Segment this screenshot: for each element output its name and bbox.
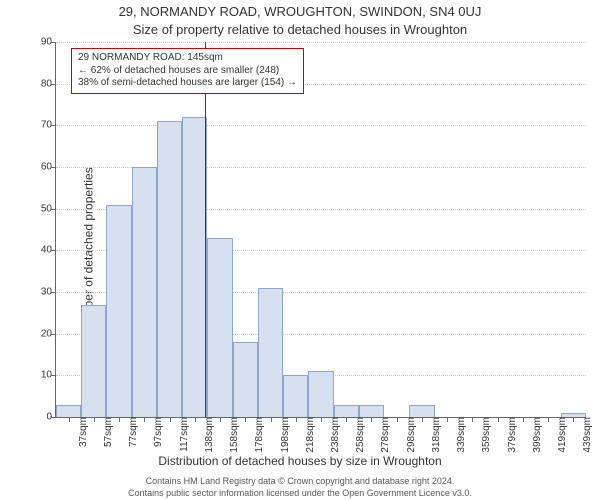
x-tick-label: 77sqm [124, 417, 139, 447]
x-tick-mark [447, 417, 448, 422]
x-tick-mark [523, 417, 524, 422]
histogram-bar [334, 405, 359, 418]
x-tick-mark [69, 417, 70, 422]
x-tick-label: 379sqm [503, 417, 518, 453]
y-tick-label: 0 [46, 412, 56, 423]
x-tick-mark [271, 417, 272, 422]
y-tick-label: 20 [41, 328, 56, 339]
gridline [56, 125, 586, 126]
y-tick-label: 90 [41, 37, 56, 48]
x-tick-label: 178sqm [250, 417, 265, 453]
x-tick-label: 198sqm [276, 417, 291, 453]
x-tick-label: 318sqm [427, 417, 442, 453]
x-tick-mark [296, 417, 297, 422]
x-tick-label: 339sqm [452, 417, 467, 453]
histogram-bar [106, 205, 131, 418]
histogram-bar [283, 375, 308, 417]
x-tick-label: 439sqm [578, 417, 593, 453]
histogram-bar [207, 238, 232, 417]
page-title: 29, NORMANDY ROAD, WROUGHTON, SWINDON, S… [0, 4, 600, 19]
histogram-bar [132, 167, 157, 417]
x-tick-mark [371, 417, 372, 422]
y-tick-label: 10 [41, 370, 56, 381]
y-tick-label: 60 [41, 162, 56, 173]
histogram-bar [182, 117, 207, 417]
annotation-box: 29 NORMANDY ROAD: 145sqm← 62% of detache… [71, 48, 304, 94]
histogram-bar [233, 342, 258, 417]
x-tick-label: 278sqm [376, 417, 391, 453]
x-tick-mark [321, 417, 322, 422]
x-tick-label: 117sqm [175, 417, 190, 452]
histogram-bar [359, 405, 384, 418]
x-tick-mark [220, 417, 221, 422]
footer-line-2: Contains public sector information licen… [0, 488, 600, 498]
histogram-bar [56, 405, 81, 418]
y-tick-label: 50 [41, 203, 56, 214]
x-tick-label: 298sqm [402, 417, 417, 453]
plot-area: 010203040506070809037sqm57sqm77sqm97sqm1… [55, 42, 586, 418]
histogram-bar [258, 288, 283, 417]
x-tick-label: 238sqm [326, 417, 341, 453]
histogram-bar [157, 121, 182, 417]
histogram-bar [409, 405, 434, 418]
x-tick-label: 97sqm [149, 417, 164, 447]
x-tick-label: 399sqm [528, 417, 543, 453]
gridline [56, 42, 586, 43]
x-tick-mark [119, 417, 120, 422]
reference-line [205, 42, 206, 417]
x-tick-label: 218sqm [301, 417, 316, 453]
footer-line-1: Contains HM Land Registry data © Crown c… [0, 476, 600, 486]
x-tick-mark [346, 417, 347, 422]
x-tick-mark [548, 417, 549, 422]
x-tick-mark [170, 417, 171, 422]
y-tick-label: 30 [41, 287, 56, 298]
x-axis-label: Distribution of detached houses by size … [0, 454, 600, 468]
annotation-line: 29 NORMANDY ROAD: 145sqm [78, 52, 297, 65]
x-tick-mark [397, 417, 398, 422]
annotation-line: ← 62% of detached houses are smaller (24… [78, 65, 297, 78]
x-tick-mark [573, 417, 574, 422]
x-tick-label: 57sqm [99, 417, 114, 447]
annotation-line: 38% of semi-detached houses are larger (… [78, 77, 297, 90]
x-tick-label: 138sqm [200, 417, 215, 453]
x-tick-mark [245, 417, 246, 422]
x-tick-label: 37sqm [74, 417, 89, 447]
y-tick-label: 70 [41, 120, 56, 131]
x-tick-mark [144, 417, 145, 422]
x-tick-label: 158sqm [225, 417, 240, 453]
x-tick-mark [472, 417, 473, 422]
x-tick-mark [94, 417, 95, 422]
x-tick-label: 359sqm [477, 417, 492, 453]
x-tick-mark [422, 417, 423, 422]
page-subtitle: Size of property relative to detached ho… [0, 22, 600, 37]
figure: 29, NORMANDY ROAD, WROUGHTON, SWINDON, S… [0, 0, 600, 500]
x-tick-mark [498, 417, 499, 422]
x-tick-label: 258sqm [351, 417, 366, 453]
x-tick-mark [195, 417, 196, 422]
y-tick-label: 40 [41, 245, 56, 256]
y-tick-label: 80 [41, 78, 56, 89]
histogram-bar [308, 371, 333, 417]
x-tick-label: 419sqm [553, 417, 568, 453]
histogram-bar [81, 305, 106, 418]
